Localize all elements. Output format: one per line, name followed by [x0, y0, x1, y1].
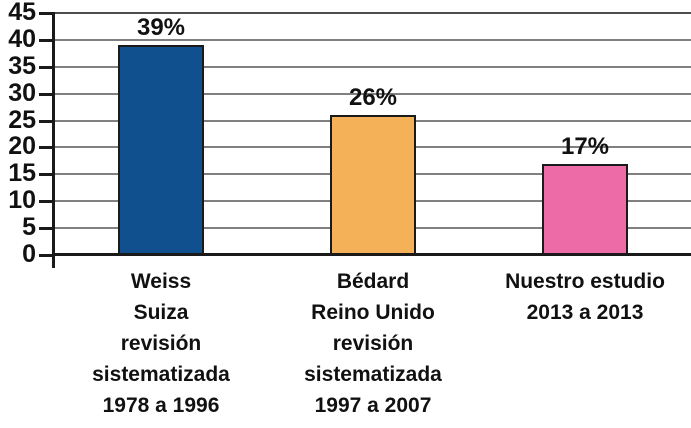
y-tick-label-0: 0: [22, 240, 36, 268]
y-tick-label-15: 15: [8, 159, 36, 188]
y-tick-mark-40: [39, 38, 52, 42]
x-category-label-1-line-3: sistematizada: [304, 363, 442, 386]
y-tick-label-45: 45: [8, 0, 36, 26]
x-category-label-1-line-4: 1997 a 2007: [314, 394, 432, 417]
x-category-label-0-line-4: 1978 a 1996: [102, 394, 220, 417]
bar-2: [542, 163, 628, 255]
x-category-label-2-line-1: 2013 a 2013: [526, 301, 644, 324]
bar-1: [330, 115, 416, 255]
y-tick-mark-0: [39, 254, 52, 257]
y-tick-label-30: 30: [8, 78, 36, 107]
y-tick-label-5: 5: [22, 213, 36, 242]
y-tick-label-10: 10: [8, 186, 36, 215]
y-tick-mark-35: [39, 65, 52, 69]
bar-value-label-1: 26%: [348, 84, 398, 112]
bar-value-label-0: 39%: [136, 14, 186, 42]
y-tick-mark-30: [39, 92, 52, 96]
x-category-label-1-line-1: Reino Unido: [311, 301, 435, 324]
x-category-label-1-line-2: revisión: [332, 332, 414, 355]
y-tick-mark-5: [39, 227, 52, 231]
gridline-y-30: [55, 92, 691, 95]
x-category-label-1: Bédard Reino Unido revisión sistematizada 19…: [253, 266, 493, 421]
x-axis-category-labels: Weiss Suiza revisión sistematizada 1978 a 19…: [55, 266, 691, 428]
y-tick-label-20: 20: [8, 132, 36, 161]
y-tick-label-25: 25: [8, 105, 36, 134]
y-tick-mark-45: [39, 12, 52, 15]
y-tick-label-35: 35: [8, 51, 36, 80]
y-tick-label-40: 40: [8, 24, 36, 53]
x-category-label-0-line-1: Suiza: [133, 301, 189, 324]
x-category-label-2: Nuestro estudio 2013 a 2013: [465, 266, 691, 328]
y-tick-mark-25: [39, 119, 52, 123]
y-tick-mark-15: [39, 173, 52, 177]
bar-0: [118, 45, 204, 255]
bar-value-label-2: 17%: [560, 132, 610, 160]
x-category-label-0: Weiss Suiza revisión sistematizada 1978 a 19…: [41, 266, 281, 421]
y-axis-line: [52, 12, 55, 268]
y-tick-mark-10: [39, 200, 52, 204]
y-tick-mark-20: [39, 146, 52, 150]
x-category-label-0-line-2: revisión: [120, 332, 202, 355]
gridline-y-35: [55, 65, 691, 68]
x-category-label-0-line-0: Weiss: [130, 270, 192, 293]
y-axis-tick-labels: 0 5 10 15 20 25 30 35 40 45: [0, 0, 36, 267]
x-category-label-1-line-0: Bédard: [336, 270, 410, 293]
gridline-y-45: [55, 12, 691, 14]
x-category-label-2-line-0: Nuestro estudio: [505, 270, 665, 293]
gridline-y-40: [55, 38, 691, 41]
plot-area: 39% 26% 17%: [39, 12, 691, 268]
x-category-label-0-line-3: sistematizada: [92, 363, 230, 386]
